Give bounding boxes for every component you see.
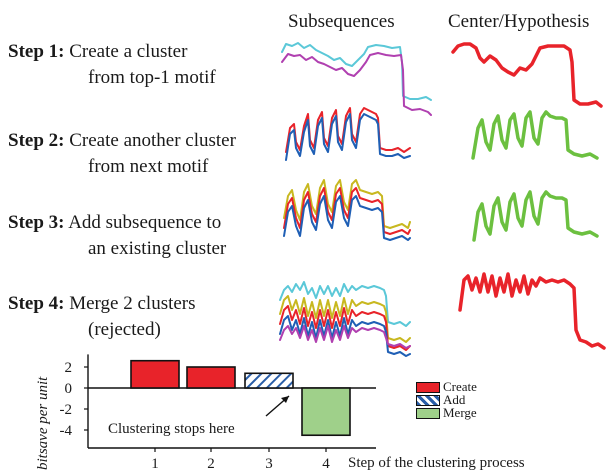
chart-bars [130,359,351,437]
step4-subseq-blue [279,315,411,357]
step-4-label: Step 4: [8,293,65,314]
step4-subseq-olive [279,295,411,343]
bar-step-2 [186,366,236,389]
step-4-line-2: (rejected) [88,319,161,340]
subsequences-header: Subsequences [288,11,395,32]
x-tick-label: 3 [265,456,273,472]
step-4-line-1: Step 4: Merge 2 clusters [8,294,196,313]
y-tick-label: -2 [60,402,73,418]
y-axis-label: bitsave per unit [35,376,51,470]
step3-subseq-olive [283,179,411,229]
x-tick-label: 1 [151,456,159,472]
legend-create-label: Create [443,379,477,394]
step4-center [458,272,606,350]
step-4-text: Merge 2 clusters [69,293,196,314]
step-2-line-1: Step 2: Create another cluster [8,131,236,150]
step4-subseq-red [279,305,411,351]
step-3-line-2: an existing cluster [88,238,227,259]
step-1-label: Step 1: [8,41,65,62]
y-tick-label: 0 [65,381,73,397]
legend-add: Add [416,392,465,408]
bar-step-1 [130,359,180,389]
y-tick-label: 2 [65,360,73,376]
legend-merge-label: Merge [443,405,477,420]
chart-x-tick-labels: 1 2 3 4 [151,448,330,472]
bar-step-3 [244,372,294,389]
step-2-text: Create another cluster [69,130,236,151]
step-3-text: Add subsequence to [68,212,222,233]
step-1-line-2: from top-1 motif [88,67,216,88]
legend-create-swatch [416,381,440,393]
chart-annotation: Clustering stops here [108,421,235,437]
step-3-line-1: Step 3: Add subsequence to [8,213,221,232]
step1-subseq-magenta [281,52,432,116]
legend-merge-swatch [416,407,440,419]
x-tick-label: 4 [322,456,330,472]
step3-subseq-red [283,187,411,235]
legend-add-swatch [416,394,440,406]
step2-subseq-blue [285,113,411,161]
center-hypothesis-header: Center/Hypothesis [448,11,590,32]
chart-y-tick-labels: 2 0 -2 -4 [60,360,88,439]
step3-subseq-blue [283,195,411,241]
y-tick-label: -4 [60,423,73,439]
legend-create: Create [416,379,477,395]
annotation-arrowhead [281,396,289,403]
step1-center [451,42,603,108]
step4-subseq-magenta [279,325,411,349]
bar-step-4 [301,387,351,437]
step-1-line-1: Step 1: Create a cluster [8,42,187,61]
step4-subseq-cyan [279,281,411,327]
step2-center [471,110,599,160]
step-1-text: Create a cluster [69,41,188,62]
legend-add-label: Add [443,392,466,407]
x-axis-label: Step of the clustering process [348,455,525,471]
step-2-label: Step 2: [8,130,65,151]
step-3-label: Step 3: [8,212,65,233]
step-2-line-2: from next motif [88,156,209,177]
x-tick-label: 2 [207,456,215,472]
step3-center [472,190,599,242]
legend-merge: Merge [416,405,477,421]
